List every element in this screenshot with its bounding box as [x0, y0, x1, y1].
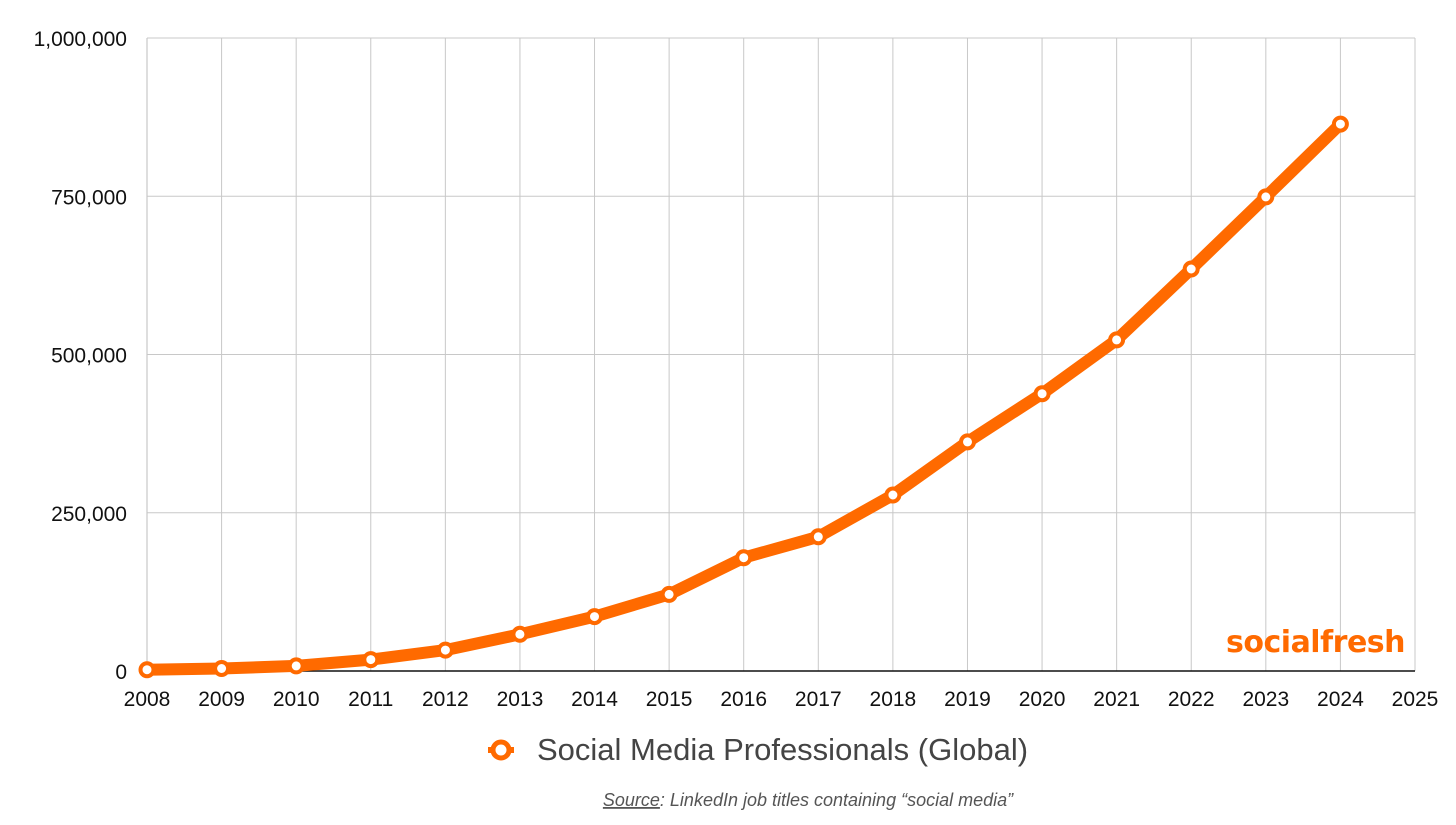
data-point	[362, 651, 380, 669]
data-point	[287, 657, 305, 675]
y-tick-label: 750,000	[51, 186, 127, 209]
data-point	[660, 585, 678, 603]
x-tick-label: 2023	[1242, 688, 1289, 711]
socialfresh-logo: socialfresh	[1226, 625, 1405, 660]
data-point	[735, 549, 753, 567]
data-point	[138, 661, 156, 679]
data-point	[436, 641, 454, 659]
data-point	[213, 660, 231, 677]
data-markers	[138, 115, 1349, 679]
data-point	[586, 608, 603, 626]
x-tick-label: 2009	[198, 688, 245, 711]
data-point	[884, 486, 902, 504]
grid-lines	[147, 37, 1416, 671]
x-tick-label: 2018	[870, 688, 917, 711]
data-point	[1182, 260, 1200, 278]
x-tick-label: 2020	[1019, 688, 1066, 711]
x-tick-label: 2012	[422, 688, 469, 711]
x-tick-label: 2008	[124, 688, 171, 711]
x-tick-label: 2010	[273, 688, 320, 711]
data-point	[809, 528, 827, 546]
x-tick-label: 2024	[1317, 688, 1364, 711]
y-tick-label: 0	[115, 661, 127, 684]
data-point	[511, 625, 529, 643]
x-tick-label: 2011	[348, 688, 393, 711]
x-tick-label: 2017	[795, 688, 842, 711]
y-tick-label: 250,000	[51, 503, 127, 526]
source-note: Source: LinkedIn job titles containing “…	[603, 790, 1014, 810]
x-tick-label: 2021	[1093, 688, 1140, 711]
data-point	[1257, 188, 1275, 206]
y-tick-label: 500,000	[51, 345, 127, 368]
source-prefix: Source	[603, 790, 660, 810]
data-point	[1331, 115, 1349, 133]
axes	[146, 38, 1415, 672]
y-tick-label: 1,000,000	[34, 28, 127, 51]
x-tick-label: 2019	[944, 688, 991, 711]
legend-marker-icon	[490, 739, 512, 761]
source-text: : LinkedIn job titles containing “social…	[660, 790, 1014, 810]
tick-labels: 2008 2009 2010 2011 2012 2013 2014 2015 2016 2017…	[34, 28, 1439, 711]
data-point	[1108, 331, 1126, 349]
legend-label: Social Media Professionals (Global)	[537, 732, 1028, 767]
x-tick-label: 2014	[571, 688, 618, 711]
x-tick-label: 2016	[720, 688, 767, 711]
data-point	[959, 433, 976, 451]
x-tick-label: 2025	[1392, 688, 1439, 711]
x-tick-label: 2022	[1168, 688, 1215, 711]
x-tick-label: 2013	[497, 688, 544, 711]
x-tick-label: 2015	[646, 688, 693, 711]
data-point	[1033, 385, 1051, 403]
legend: Social Media Professionals (Global)	[488, 732, 1028, 767]
